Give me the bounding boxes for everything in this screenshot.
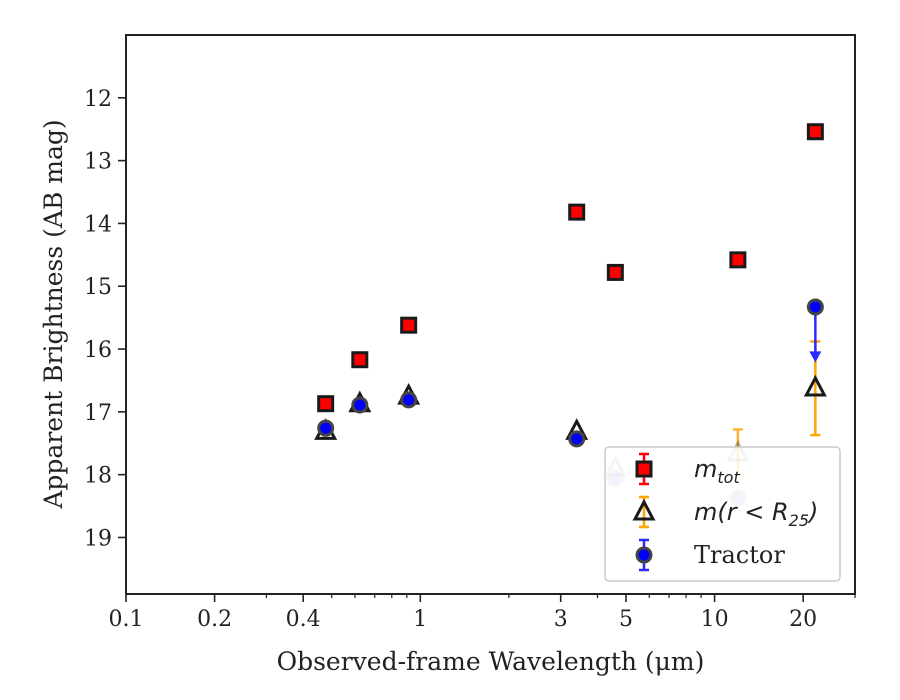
x-tick-label: 3 <box>554 607 568 632</box>
y-tick-label: 18 <box>84 464 112 489</box>
mtot-point <box>568 203 586 221</box>
y-tick-label: 14 <box>84 212 112 237</box>
legend-label-main: m(r < R <box>694 498 789 526</box>
legend-label-subscript: tot <box>717 468 740 487</box>
y-tick-label: 16 <box>84 338 112 363</box>
legend-label-main: Tractor <box>694 541 785 569</box>
tractor-point <box>568 430 586 448</box>
tractor-point <box>806 298 824 316</box>
x-tick-label: 10 <box>701 607 729 632</box>
legend-box <box>604 446 841 582</box>
x-tick-label: 0.1 <box>109 607 144 632</box>
legend: mtot m(r < R25) Tractor <box>604 446 841 582</box>
tractor-point <box>351 396 369 414</box>
y-tick-label: 19 <box>84 526 112 551</box>
x-axis-title: Observed-frame Wavelength (μm) <box>277 647 705 676</box>
x-tick-label: 20 <box>789 607 817 632</box>
tractor-upper-limit-arrow <box>809 351 822 363</box>
legend-marker-mr25 <box>632 498 656 521</box>
legend-label-main: m <box>694 455 717 483</box>
mtot-point <box>606 263 624 281</box>
y-tick-label: 15 <box>84 275 112 300</box>
y-tick-label: 17 <box>84 401 112 426</box>
plot-frame <box>125 34 856 595</box>
y-tick-label: 13 <box>84 150 112 175</box>
mr25-point <box>803 374 827 397</box>
mtot-point <box>806 123 824 141</box>
x-tick-label: 0.2 <box>197 607 232 632</box>
x-tick-label: 0.4 <box>286 607 321 632</box>
mtot-point <box>351 351 369 369</box>
x-tick-label: 1 <box>413 607 427 632</box>
y-tick-label: 12 <box>84 87 112 112</box>
mtot-point <box>317 395 335 413</box>
mtot-point <box>729 251 747 269</box>
legend-marker-mtot <box>635 460 653 478</box>
x-tick-label: 5 <box>619 607 633 632</box>
legend-label-tractor: Tractor <box>694 541 785 569</box>
legend-label-mtot: mtot <box>694 455 740 487</box>
tractor-point <box>317 419 335 437</box>
legend-label-mr25: m(r < R25) <box>694 498 818 530</box>
legend-marker-tractor <box>635 546 653 564</box>
y-axis-title: Apparent Brightness (AB mag) <box>39 119 68 509</box>
mtot-point <box>400 316 418 334</box>
tractor-point <box>400 391 418 409</box>
legend-label-suffix: ) <box>807 498 818 526</box>
legend-label-subscript: 25 <box>789 511 809 530</box>
